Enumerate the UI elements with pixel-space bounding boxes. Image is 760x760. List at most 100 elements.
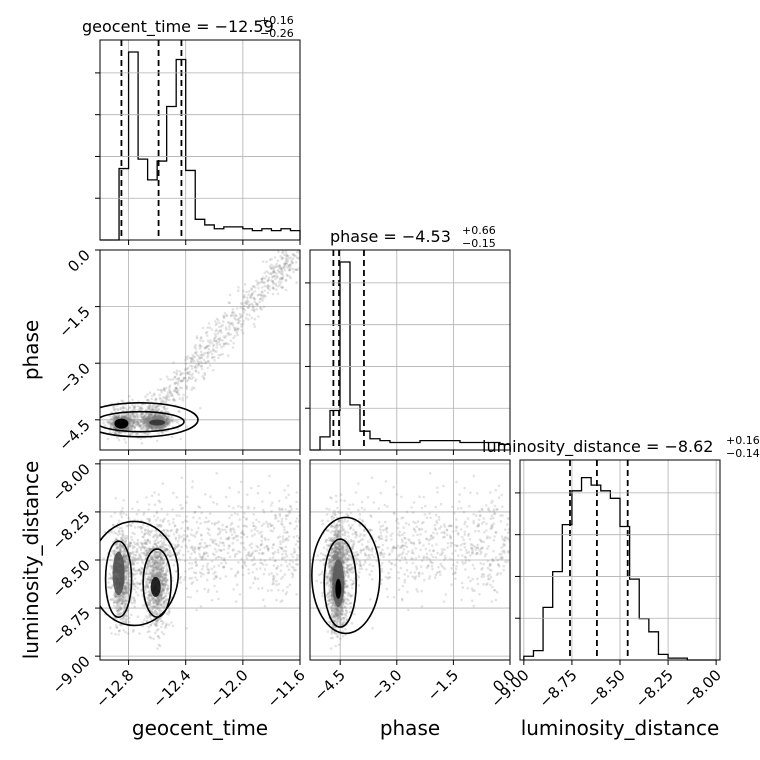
scatter-point [163,389,167,392]
scatter-point [136,615,140,618]
scatter-point [158,416,162,420]
scatter-point [207,520,211,523]
scatter-point [181,506,184,510]
scatter-point [201,564,205,568]
scatter-point [160,594,163,597]
scatter-point [126,413,129,417]
scatter-point [284,560,288,563]
scatter-point [129,419,132,422]
scatter-point [143,420,147,424]
scatter-point [136,423,140,427]
scatter-point [198,542,201,546]
scatter-point [204,346,207,350]
scatter-point [147,426,151,429]
scatter-point [245,296,249,300]
scatter-point [159,594,163,597]
scatter-point [261,299,264,303]
scatter-point [165,418,168,421]
scatter-point [126,426,130,429]
scatter-point [240,531,244,535]
scatter-point [123,416,127,420]
scatter-point [154,622,158,626]
scatter-point [119,594,123,597]
scatter-point [250,529,253,532]
scatter-point [126,427,130,430]
scatter-point [122,416,125,420]
scatter-point [256,303,260,306]
scatter-point [158,573,161,577]
scatter-point [167,414,170,418]
scatter-point [125,416,128,419]
scatter-point [144,424,147,428]
scatter-point [155,606,159,610]
scatter-point [270,504,273,507]
scatter-point [159,425,163,429]
scatter-point [151,598,155,602]
scatter-point [166,553,170,556]
scatter-point [118,431,122,435]
scatter-point [193,379,197,383]
scatter-point [115,417,118,421]
scatter-point [273,274,277,278]
scatter-point [125,427,128,431]
scatter-point [136,424,140,427]
scatter-point [222,342,226,345]
scatter-point [127,589,131,592]
scatter-point [124,602,127,605]
scatter-point [155,425,159,429]
scatter-point [278,278,282,281]
scatter-point [136,404,140,408]
scatter-point [148,533,152,537]
scatter-point [110,632,113,635]
scatter-point [156,635,160,638]
scatter-point [133,557,137,560]
scatter-point [171,394,174,397]
scatter-point [160,417,164,421]
scatter-point [122,597,126,600]
scatter-point [208,512,212,515]
scatter-point [207,348,211,351]
scatter-point [126,569,129,572]
scatter-point [172,397,176,401]
scatter-point [206,544,209,547]
scatter-point [145,577,149,581]
scatter-point [154,415,157,419]
scatter-point [160,415,163,419]
scatter-point [183,368,187,372]
scatter-point [232,537,236,540]
scatter-point [165,417,169,421]
scatter-point [203,541,207,545]
scatter-point [112,425,115,428]
scatter-point [131,413,134,417]
scatter-point [284,264,287,268]
scatter-point [159,415,162,419]
scatter-point [233,555,237,559]
scatter-point [121,400,125,403]
scatter-point [162,424,166,427]
scatter-point [171,508,174,511]
scatter-point [122,592,125,595]
scatter-point [118,607,121,611]
scatter-point [167,417,171,420]
scatter-point [277,270,281,273]
scatter-point [257,587,260,590]
scatter-point [225,328,228,331]
scatter-point [127,427,131,431]
scatter-point [153,539,157,543]
scatter-point [214,335,218,338]
scatter-point [294,268,298,272]
scatter-point [265,520,268,524]
scatter-point [162,591,165,594]
scatter-point [279,267,283,270]
scatter-point [125,414,129,417]
scatter-point [136,421,140,425]
scatter-point [211,349,215,352]
scatter-point [213,355,216,359]
scatter-point [145,421,149,425]
scatter-point [266,286,270,289]
scatter-point [292,270,295,274]
scatter-point [170,415,174,419]
scatter-point [139,525,143,529]
scatter-point [286,564,289,568]
